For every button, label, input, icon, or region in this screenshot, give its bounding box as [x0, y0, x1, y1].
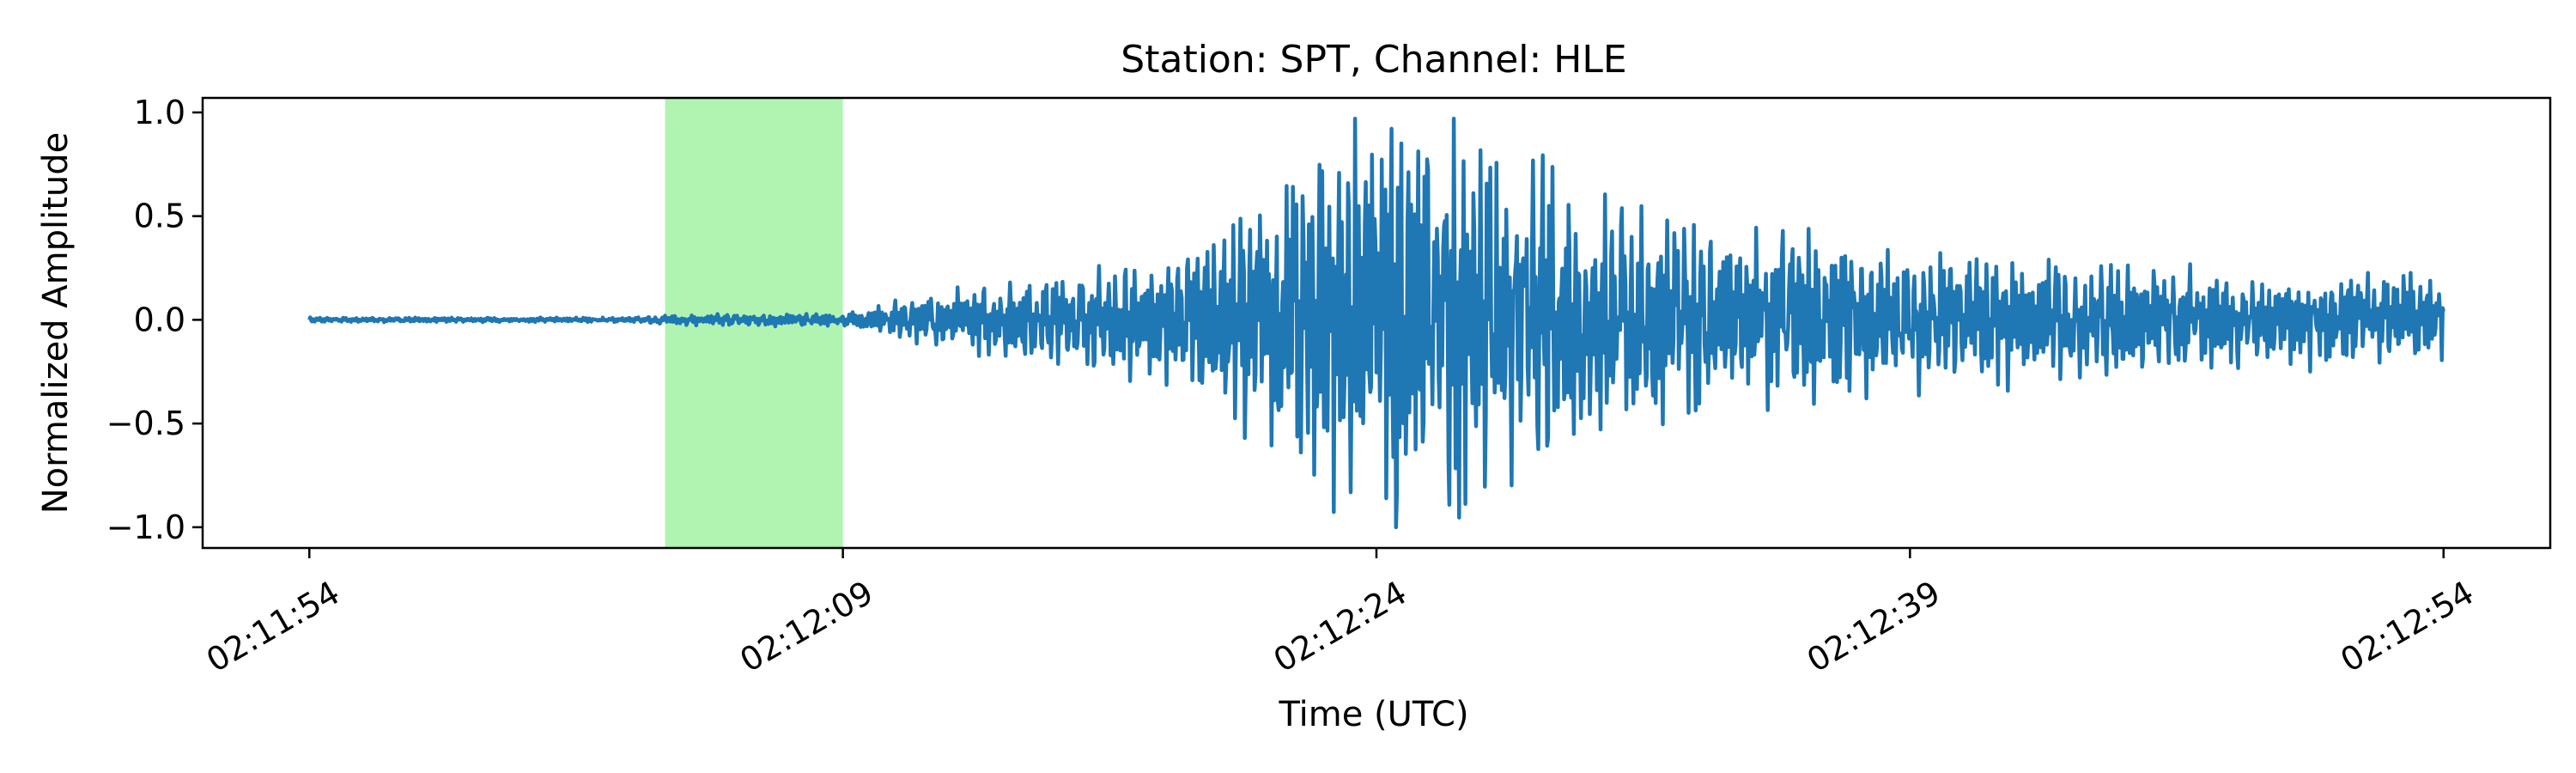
x-tick-label-4: 02:12:54: [2334, 574, 2480, 679]
y-tick-label-2: 0.0: [134, 301, 185, 338]
y-tick-label-1: 0.5: [134, 198, 185, 235]
x-tick-label-3: 02:12:39: [1801, 574, 1947, 679]
y-axis: 1.0 0.5 0.0 −0.5 −1.0: [106, 94, 203, 546]
x-tick-label-1: 02:12:09: [733, 574, 879, 679]
y-tick-label-0: 1.0: [134, 94, 185, 131]
x-tick-label-0: 02:11:54: [200, 574, 346, 679]
waveform-trace: [307, 116, 2445, 530]
x-axis-label: Time (UTC): [1278, 695, 1468, 734]
y-tick-label-4: −1.0: [106, 508, 185, 546]
y-tick-label-3: −0.5: [106, 405, 185, 442]
x-axis: 02:11:54 02:12:09 02:12:24 02:12:39 02:12:54: [200, 548, 2480, 679]
plot-area: [201, 96, 2552, 550]
x-tick-label-2: 02:12:24: [1267, 574, 1413, 679]
y-axis-label: Normalized Amplitude: [36, 132, 76, 514]
chart-title: Station: SPT, Channel: HLE: [1121, 38, 1626, 82]
